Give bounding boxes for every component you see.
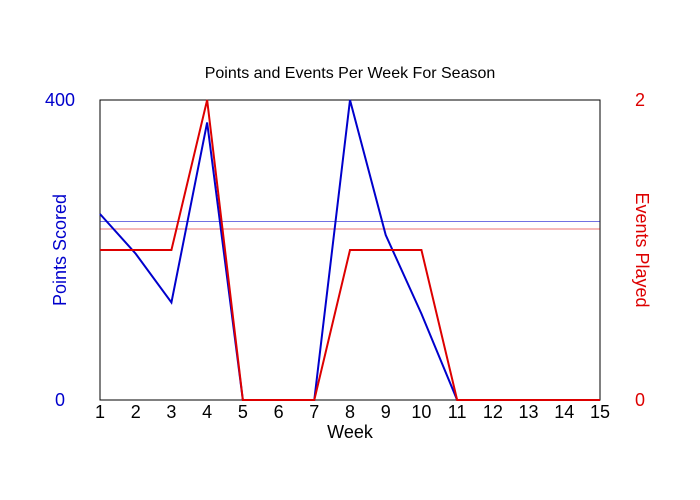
right-axis-tick-label-top: 2 [635,90,645,110]
x-axis-ticks: 1 2 3 4 5 6 7 8 9 10 11 12 13 14 15 [95,402,610,422]
x-tick-label-9: 9 [381,402,391,422]
x-tick-label-11: 11 [448,402,467,422]
x-tick-label-8: 8 [345,402,355,422]
average-lines [100,221,600,230]
left-axis-tick-label-bottom: 0 [55,390,65,410]
x-tick-label-1: 1 [95,402,105,422]
right-axis-tick-label-bottom: 0 [635,390,645,410]
x-tick-label-14: 14 [554,402,574,422]
chart-title: Points and Events Per Week For Season [205,65,496,82]
series-lines [99,99,600,401]
left-axis-tick-label-top: 400 [45,90,75,110]
x-tick-label-4: 4 [202,402,212,422]
x-tick-label-12: 12 [483,402,503,422]
x-tick-label-10: 10 [411,402,431,422]
x-tick-label-13: 13 [519,402,539,422]
series-line-right [100,99,600,401]
x-tick-label-2: 2 [131,402,141,422]
x-tick-label-7: 7 [309,402,319,422]
x-tick-label-5: 5 [238,402,248,422]
x-axis-label: Week [327,422,374,442]
right-axis-label: Events Played [632,192,652,307]
x-tick-label-6: 6 [274,402,284,422]
x-tick-label-15: 15 [590,402,610,422]
left-axis-label: Points Scored [50,194,70,306]
x-tick-label-3: 3 [166,402,176,422]
